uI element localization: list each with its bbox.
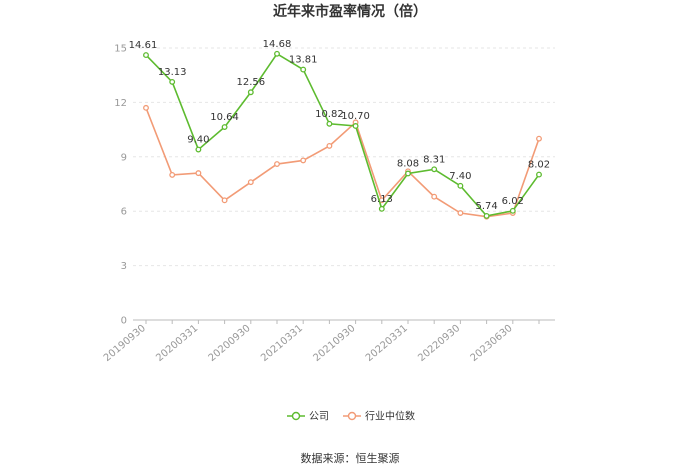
- legend: 公司 行业中位数: [287, 410, 415, 423]
- data-label: 10.64: [210, 112, 239, 123]
- data-point: [143, 104, 149, 111]
- legend-marker: [291, 411, 301, 421]
- data-point: [143, 52, 149, 59]
- data-label: 6.02: [502, 196, 524, 207]
- data-label: 8.08: [397, 158, 419, 169]
- data-point: [352, 123, 359, 129]
- x-tick-label: 20220331: [364, 323, 410, 364]
- y-tick-label: 3: [121, 261, 127, 272]
- data-label: 8.02: [528, 160, 550, 171]
- data-point: [274, 50, 280, 57]
- y-tick-label: 6: [121, 207, 127, 218]
- data-point: [431, 193, 438, 200]
- legend-label: 行业中位数: [365, 410, 415, 423]
- data-point: [326, 120, 333, 127]
- y-tick-label: 15: [114, 44, 127, 55]
- series-line: [145, 52, 540, 217]
- data-point: [169, 78, 176, 85]
- data-point: [509, 207, 516, 214]
- x-tick-label: 20190930: [102, 323, 148, 364]
- data-point: [195, 170, 202, 177]
- data-label: 9.40: [187, 135, 209, 146]
- data-point: [221, 124, 228, 131]
- data-label: 10.82: [315, 109, 344, 120]
- x-tick-label: 20210331: [259, 323, 305, 364]
- x-tick-label: 20210930: [311, 323, 357, 364]
- data-label: 14.61: [129, 40, 158, 51]
- data-point: [221, 197, 228, 204]
- x-tick-label: 20200930: [207, 323, 253, 364]
- data-point: [326, 142, 333, 149]
- x-tick-label: 20200331: [154, 323, 200, 364]
- y-tick-label: 9: [121, 152, 127, 163]
- data-point: [300, 66, 307, 73]
- data-label: 13.13: [158, 67, 187, 78]
- data-point: [431, 166, 438, 173]
- data-label: 6.13: [371, 194, 393, 205]
- data-label: 5.74: [475, 201, 497, 212]
- data-point: [457, 182, 464, 189]
- data-point: [457, 210, 464, 216]
- legend-marker: [347, 411, 357, 421]
- data-point: [536, 171, 542, 178]
- data-point: [169, 171, 176, 178]
- x-axis: 20190930 20200331 20200930 20210331 20210930…: [102, 319, 555, 364]
- data-label: 13.81: [289, 55, 318, 66]
- data-point: [536, 135, 542, 142]
- data-label: 7.40: [449, 171, 471, 182]
- grid-lines: [133, 47, 555, 267]
- data-point: [300, 157, 307, 164]
- series-layer: [143, 50, 542, 220]
- series-line: [145, 107, 540, 218]
- y-axis: 0 3 6 9 12 15: [114, 44, 127, 327]
- data-point: [247, 179, 254, 186]
- data-point: [195, 146, 202, 153]
- data-point: [378, 205, 385, 212]
- data-labels: 14.61 13.13 9.40 10.64 12.56 14.68 13.81 10.821…: [129, 39, 550, 212]
- x-tick-label: 20230630: [469, 323, 515, 364]
- data-label: 8.31: [423, 154, 445, 165]
- data-point: [405, 170, 411, 177]
- chart-title: 近年来市盈率情况（倍）: [273, 3, 427, 20]
- y-tick-label: 0: [121, 316, 127, 327]
- data-label: 14.68: [263, 39, 292, 50]
- data-point: [483, 212, 490, 219]
- data-point: [247, 89, 254, 96]
- data-label: 12.56: [236, 77, 265, 88]
- x-tick-label: 20220930: [416, 323, 462, 364]
- legend-label: 公司: [309, 412, 329, 423]
- data-label: 10.70: [341, 111, 370, 122]
- data-source: 数据来源：恒生聚源: [301, 451, 400, 465]
- data-point: [274, 161, 280, 168]
- y-tick-label: 12: [114, 98, 127, 109]
